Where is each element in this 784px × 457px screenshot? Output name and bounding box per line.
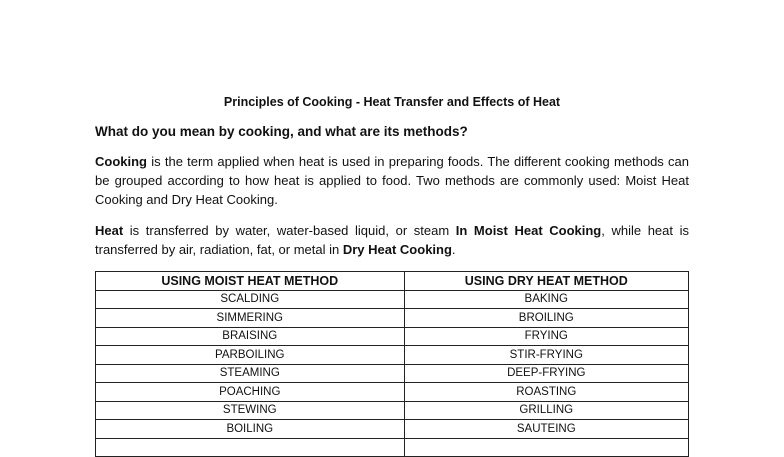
moist-method-cell: SIMMERING xyxy=(95,308,405,328)
dry-method-cell: ROASTING xyxy=(403,382,690,402)
moist-method-cell: STEWING xyxy=(95,400,405,420)
dry-method-cell: GRILLING xyxy=(403,400,690,420)
section-heading: What do you mean by cooking, and what ar… xyxy=(95,124,468,139)
moist-method-cell: POACHING xyxy=(95,382,405,402)
moist-method-cell: STEAMING xyxy=(95,363,405,383)
dry-method-cell: BAKING xyxy=(403,289,690,309)
dry-method-cell: BROILING xyxy=(403,308,690,328)
bold-term: Dry Heat Cooking xyxy=(342,242,452,257)
paragraph-cooking: Cooking is the term applied when heat is… xyxy=(95,152,689,209)
dry-method-cell: STIR-FRYING xyxy=(403,345,690,365)
table-row: PARBOILING STIR-FRYING xyxy=(95,345,690,365)
header-dry: USING DRY HEAT METHOD xyxy=(403,271,690,291)
moist-method-cell: BRAISING xyxy=(95,326,405,346)
table-row: STEAMING DEEP-FRYING xyxy=(95,363,690,383)
table-row: STEWING GRILLING xyxy=(95,400,690,420)
table-row: BRAISING FRYING xyxy=(95,326,690,346)
bold-term: Cooking xyxy=(95,154,147,169)
bold-term: Heat xyxy=(95,223,124,238)
moist-method-cell: BOILING xyxy=(95,419,405,439)
dry-method-cell: SAUTEING xyxy=(403,419,690,439)
table-row: POACHING ROASTING xyxy=(95,382,690,402)
paragraph-text: is transferred by water, water-based liq… xyxy=(123,223,456,238)
bold-term: In Moist Heat Cooking xyxy=(455,223,602,238)
cooking-methods-table: USING MOIST HEAT METHOD USING DRY HEAT M… xyxy=(95,271,690,457)
paragraph-text: is the term applied when heat is used in… xyxy=(95,154,689,207)
table-row: BOILING SAUTEING xyxy=(95,419,690,439)
paragraph-text: . xyxy=(451,242,456,257)
dry-method-cell: FRYING xyxy=(403,326,690,346)
document-title: Principles of Cooking - Heat Transfer an… xyxy=(223,95,561,109)
moist-method-cell: SCALDING xyxy=(95,289,405,309)
moist-method-cell: PARBOILING xyxy=(95,345,405,365)
paragraph-text: , while heat is transferred by air, radi… xyxy=(95,223,689,257)
header-moist: USING MOIST HEAT METHOD xyxy=(95,271,405,291)
paragraph-heat: Heat is transferred by water, water-base… xyxy=(95,221,689,259)
dry-method-cell: DEEP-FRYING xyxy=(403,363,690,383)
table-row: SIMMERING BROILING xyxy=(95,308,690,328)
table-row: SCALDING BAKING xyxy=(95,289,690,309)
table-header-row: USING MOIST HEAT METHOD USING DRY HEAT M… xyxy=(95,271,690,291)
